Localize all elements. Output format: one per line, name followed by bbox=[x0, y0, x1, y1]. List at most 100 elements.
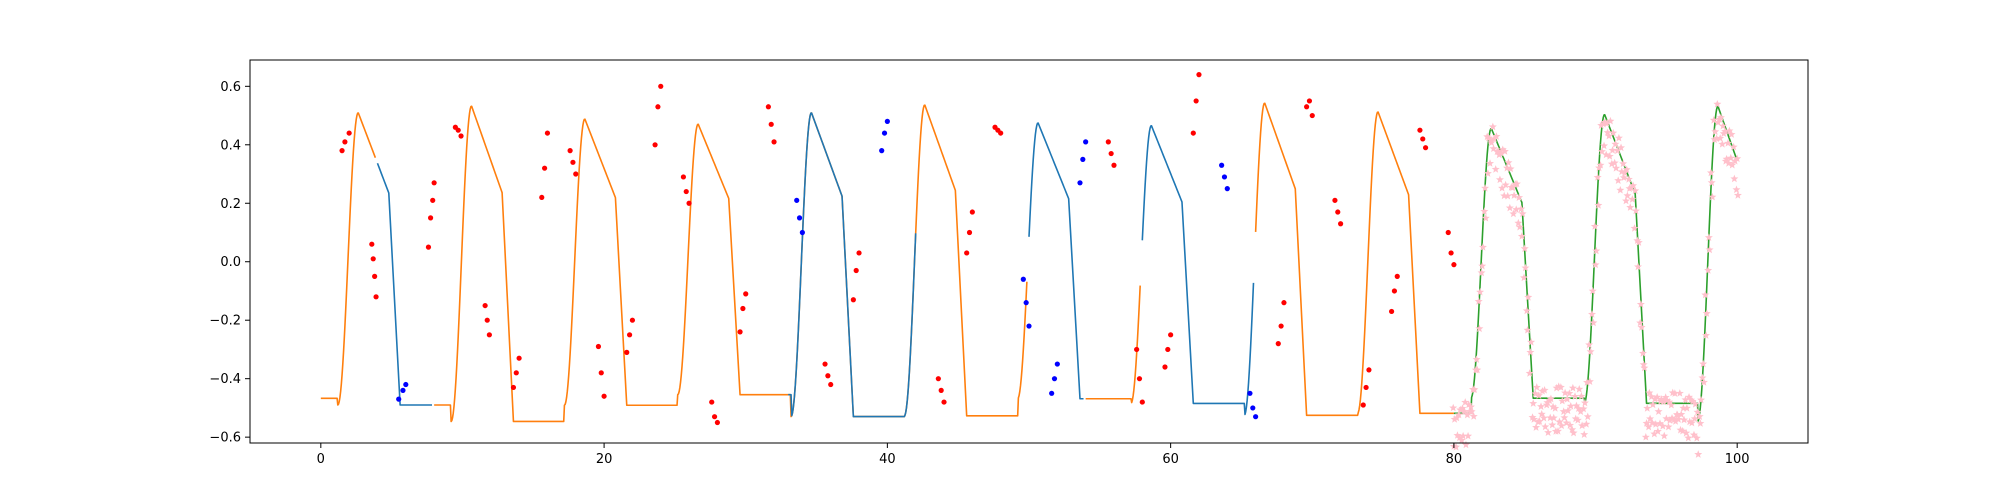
data-point bbox=[1549, 402, 1558, 411]
data-point bbox=[629, 317, 636, 323]
y-tick-label: −0.6 bbox=[209, 431, 241, 446]
data-point bbox=[1520, 244, 1529, 253]
data-point bbox=[1517, 204, 1526, 213]
data-point bbox=[1080, 156, 1086, 162]
data-point bbox=[1636, 300, 1645, 308]
data-point bbox=[510, 384, 517, 391]
data-point bbox=[1455, 433, 1464, 442]
data-point bbox=[1474, 297, 1483, 305]
data-point bbox=[740, 305, 746, 312]
series-line-1 bbox=[376, 162, 433, 406]
data-point bbox=[544, 130, 551, 136]
data-point bbox=[1645, 388, 1654, 397]
data-point bbox=[1275, 341, 1281, 347]
data-point bbox=[1508, 183, 1517, 192]
data-point bbox=[1675, 389, 1684, 397]
data-point bbox=[938, 387, 944, 393]
y-tick-label: 0.4 bbox=[220, 138, 241, 153]
data-point bbox=[714, 419, 721, 426]
data-point bbox=[1518, 209, 1527, 218]
data-point bbox=[1702, 331, 1711, 339]
data-point bbox=[1708, 192, 1717, 201]
data-point bbox=[1670, 415, 1679, 424]
data-point bbox=[539, 194, 545, 201]
data-point bbox=[1678, 426, 1687, 435]
data-point bbox=[1685, 393, 1694, 401]
data-point bbox=[1614, 133, 1623, 142]
data-point bbox=[1663, 396, 1672, 404]
data-point bbox=[1525, 369, 1534, 377]
data-point bbox=[455, 127, 461, 133]
data-point bbox=[1304, 104, 1310, 110]
data-point bbox=[1693, 408, 1702, 416]
data-point bbox=[1591, 260, 1600, 269]
data-point bbox=[1501, 180, 1510, 189]
data-point bbox=[1605, 152, 1614, 160]
data-point bbox=[1731, 156, 1740, 165]
data-point bbox=[1136, 376, 1143, 382]
data-point bbox=[431, 180, 437, 186]
data-point bbox=[1671, 417, 1680, 425]
data-point bbox=[1568, 383, 1577, 392]
data-point bbox=[1691, 399, 1700, 408]
data-point bbox=[1420, 136, 1426, 142]
data-point bbox=[1481, 184, 1490, 192]
data-point bbox=[1515, 193, 1524, 201]
x-tick-label: 80 bbox=[1446, 452, 1463, 467]
data-point bbox=[1698, 373, 1707, 382]
data-point bbox=[1617, 143, 1626, 152]
data-point bbox=[1520, 273, 1529, 282]
data-point bbox=[1592, 246, 1601, 255]
data-point bbox=[1495, 150, 1504, 159]
data-point bbox=[1733, 191, 1742, 199]
data-point bbox=[1363, 384, 1369, 391]
data-point bbox=[1722, 154, 1731, 163]
data-point bbox=[1111, 162, 1117, 168]
data-point bbox=[1585, 377, 1594, 386]
data-point bbox=[1469, 412, 1478, 420]
data-point bbox=[1692, 433, 1701, 442]
data-point bbox=[1622, 165, 1631, 174]
data-point bbox=[655, 104, 661, 110]
data-point bbox=[964, 250, 970, 256]
data-point bbox=[1168, 332, 1174, 338]
data-point bbox=[1476, 287, 1485, 296]
data-point bbox=[1049, 390, 1055, 396]
data-point bbox=[1677, 410, 1686, 418]
data-point bbox=[1500, 191, 1509, 200]
data-point bbox=[1668, 413, 1677, 422]
series-line-7 bbox=[1254, 102, 1454, 417]
data-point bbox=[1366, 367, 1372, 373]
data-point bbox=[1546, 394, 1555, 403]
data-point bbox=[683, 188, 689, 195]
data-point bbox=[1481, 213, 1490, 222]
y-tick-label: 0.0 bbox=[220, 255, 241, 270]
data-point bbox=[1639, 360, 1648, 369]
data-point bbox=[1658, 421, 1667, 430]
data-point bbox=[339, 148, 345, 154]
data-point bbox=[1529, 399, 1538, 407]
data-point bbox=[1224, 186, 1230, 192]
data-point bbox=[1732, 185, 1741, 194]
data-point bbox=[1603, 128, 1612, 136]
data-point bbox=[1517, 232, 1526, 240]
data-point bbox=[1488, 122, 1497, 131]
series-line-2 bbox=[434, 104, 1028, 423]
data-point bbox=[1575, 385, 1584, 393]
data-point bbox=[1681, 395, 1690, 404]
data-point bbox=[1566, 421, 1575, 429]
data-point bbox=[1549, 413, 1558, 422]
data-point bbox=[1642, 419, 1651, 427]
data-point bbox=[1219, 162, 1225, 168]
data-point bbox=[1253, 414, 1259, 420]
data-point bbox=[1728, 160, 1737, 169]
data-point bbox=[1662, 414, 1671, 423]
data-point bbox=[1653, 427, 1662, 435]
data-point bbox=[1665, 416, 1674, 424]
data-point bbox=[1596, 160, 1605, 169]
data-point bbox=[1486, 136, 1495, 144]
data-point bbox=[1306, 98, 1313, 104]
data-point bbox=[1486, 159, 1495, 167]
series-line-3 bbox=[788, 112, 917, 418]
